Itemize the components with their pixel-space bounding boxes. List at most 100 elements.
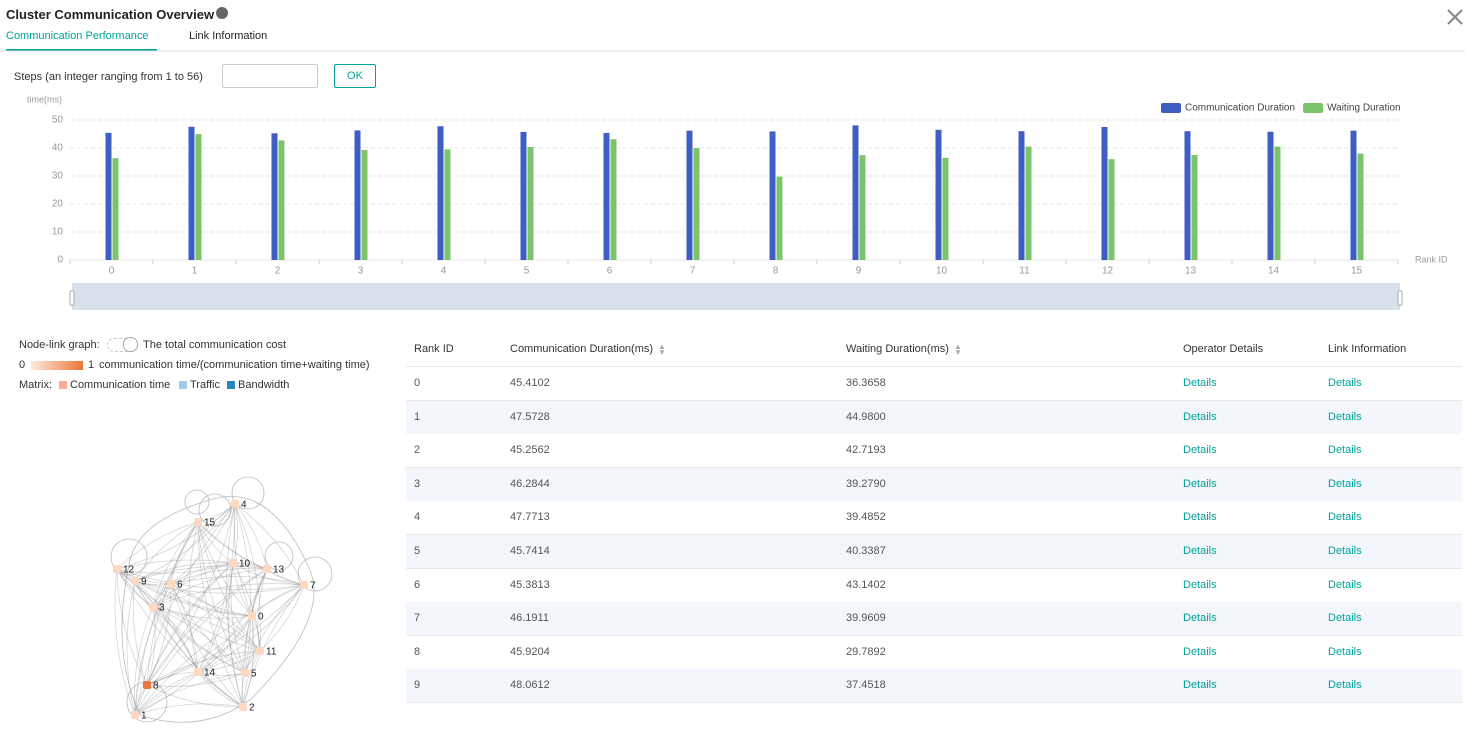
matrix-swatch [59, 381, 67, 389]
x-tick-label: 7 [690, 266, 696, 277]
y-axis-label: time(ms) [27, 94, 62, 104]
table-cell: 8 [414, 646, 420, 658]
graph-node[interactable] [241, 669, 249, 677]
node-label: 14 [204, 668, 216, 679]
details-link[interactable]: Details [1328, 679, 1362, 691]
matrix-swatch [179, 381, 187, 389]
details-link[interactable]: Details [1328, 646, 1362, 658]
graph-node[interactable] [239, 703, 247, 711]
matrix-swatch [227, 381, 235, 389]
table-cell: 43.1402 [846, 579, 886, 591]
x-tick-label: 4 [441, 266, 447, 277]
bar [445, 149, 451, 260]
details-link[interactable]: Details [1183, 679, 1217, 691]
details-link[interactable]: Details [1183, 377, 1217, 389]
graph-node[interactable] [194, 668, 202, 676]
graph-node[interactable] [231, 500, 239, 508]
details-link[interactable]: Details [1183, 545, 1217, 557]
table-header: Rank ID [414, 343, 454, 355]
details-link[interactable]: Details [1328, 444, 1362, 456]
bar [860, 155, 866, 260]
graph-node[interactable] [194, 518, 202, 526]
table-cell: 44.9800 [846, 411, 886, 423]
bar [106, 133, 112, 260]
zoom-slider [72, 283, 1400, 310]
bar [687, 131, 693, 260]
bar [853, 125, 859, 260]
graph-node[interactable] [300, 581, 308, 589]
bar [943, 158, 949, 260]
y-tick-label: 10 [52, 227, 64, 238]
details-link[interactable]: Details [1328, 545, 1362, 557]
table-row [406, 535, 1462, 569]
table-cell: 47.5728 [510, 411, 550, 423]
table-cell: 40.3387 [846, 545, 886, 557]
x-tick-label: 13 [1185, 266, 1197, 277]
graph-node[interactable] [167, 580, 175, 588]
details-link[interactable]: Details [1328, 579, 1362, 591]
node-label: 13 [273, 565, 285, 576]
details-link[interactable]: Details [1183, 579, 1217, 591]
sort-icon[interactable]: ▲▼ [954, 344, 962, 356]
details-link[interactable]: Details [1183, 646, 1217, 658]
matrix-label: Traffic [190, 379, 220, 391]
legend-label: Communication Duration [1185, 103, 1295, 114]
node-label: 15 [204, 518, 216, 529]
graph-node[interactable] [229, 559, 237, 567]
y-tick-label: 20 [52, 199, 64, 210]
node-label: 3 [159, 603, 165, 614]
graph-node[interactable] [248, 612, 256, 620]
y-tick-label: 30 [52, 171, 64, 182]
table-cell: 36.3658 [846, 377, 886, 389]
sort-icon[interactable]: ▲▼ [658, 344, 666, 356]
node-label: 10 [239, 559, 251, 570]
table-row [406, 669, 1462, 703]
table-cell: 45.4102 [510, 377, 550, 389]
bar [272, 133, 278, 260]
ok-button[interactable]: OK [334, 64, 376, 88]
details-link[interactable]: Details [1183, 478, 1217, 490]
details-link[interactable]: Details [1328, 377, 1362, 389]
graph-node[interactable] [263, 565, 271, 573]
x-tick-label: 5 [524, 266, 530, 277]
details-link[interactable]: Details [1328, 511, 1362, 523]
graph-node[interactable] [149, 603, 157, 611]
table-header: Communication Duration(ms) [510, 343, 653, 355]
x-axis-label: Rank ID [1415, 254, 1448, 264]
bar [936, 130, 942, 260]
x-tick-label: 6 [607, 266, 613, 277]
tab[interactable]: Communication Performance [6, 30, 148, 42]
bar [528, 147, 534, 260]
table-row [406, 401, 1462, 435]
details-link[interactable]: Details [1328, 411, 1362, 423]
tab[interactable]: Link Information [189, 30, 267, 42]
info-icon [216, 7, 228, 19]
bar [1185, 131, 1191, 260]
details-link[interactable]: Details [1183, 612, 1217, 624]
node-label: 4 [241, 500, 247, 511]
details-link[interactable]: Details [1328, 478, 1362, 490]
bar [1358, 154, 1364, 260]
table-row [406, 434, 1462, 468]
zoom-handle [1398, 291, 1402, 305]
table-cell: 1 [414, 411, 420, 423]
graph-node[interactable] [113, 565, 121, 573]
details-link[interactable]: Details [1183, 511, 1217, 523]
graph-node[interactable] [131, 577, 139, 585]
table-cell: 2 [414, 444, 420, 456]
bar [611, 139, 617, 260]
details-link[interactable]: Details [1183, 444, 1217, 456]
node-label: 7 [310, 581, 316, 592]
scale-min: 0 [19, 359, 25, 371]
legend-label: Node-link graph: [19, 339, 100, 351]
graph-node[interactable] [131, 711, 139, 719]
node-label: 12 [123, 565, 135, 576]
details-link[interactable]: Details [1328, 612, 1362, 624]
graph-node[interactable] [256, 647, 264, 655]
details-link[interactable]: Details [1183, 411, 1217, 423]
scale-bar [31, 361, 83, 370]
steps-input[interactable] [222, 64, 318, 88]
table-cell: 48.0612 [510, 679, 550, 691]
graph-node[interactable] [143, 681, 151, 689]
zoom-handle [70, 291, 74, 305]
